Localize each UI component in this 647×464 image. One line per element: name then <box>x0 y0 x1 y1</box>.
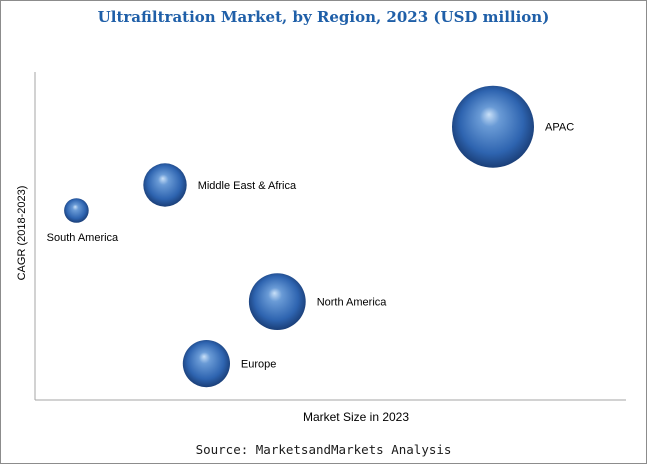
y-axis-label: CAGR (2018-2023) <box>16 185 28 281</box>
bubble-apac <box>452 85 534 168</box>
bubble-south-america <box>64 198 89 223</box>
bubble-label-north-america: North America <box>317 297 388 309</box>
bubble-layer: APAC Middle East & Africa South America Nor… <box>47 85 574 388</box>
bubble-europe <box>182 340 230 388</box>
chart-title: Ultrafiltration Market, by Region, 2023 … <box>97 8 550 26</box>
bubble-label-europe: Europe <box>241 359 276 371</box>
x-axis-label: Market Size in 2023 <box>302 410 410 424</box>
bubble-middle-east-africa <box>143 163 187 207</box>
bubble-north-america <box>248 273 306 330</box>
bubble-label-south-america: South America <box>47 232 119 244</box>
source-note: Source: MarketsandMarkets Analysis <box>195 442 452 457</box>
bubble-label-apac: APAC <box>545 122 574 134</box>
bubble-label-middle-east-africa: Middle East & Africa <box>198 180 297 192</box>
